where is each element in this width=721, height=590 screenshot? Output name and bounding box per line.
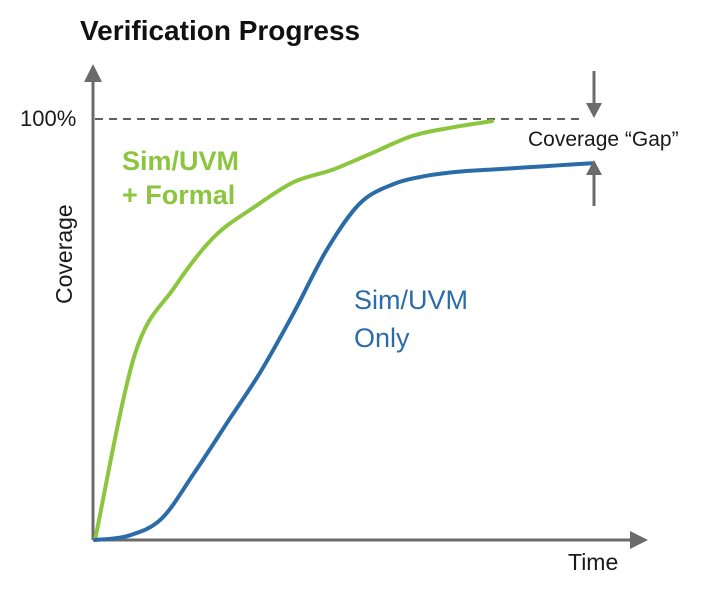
chart-title: Verification Progress [80,15,360,46]
series-sim-only-label-line-1: Sim/UVM [354,285,468,315]
gap-arrow-top-head [586,103,602,118]
y-axis-label: Coverage [51,204,77,304]
series-formal-line [93,119,494,542]
series-formal-label-line-2: + Formal [122,180,235,210]
coverage-gap-annotation: Coverage “Gap” [528,71,679,206]
y-tick-label-100: 100% [20,106,76,131]
y-axis-arrowhead [84,64,102,82]
x-axis-arrowhead [630,531,648,549]
axes [84,64,648,549]
series-formal-label-line-1: Sim/UVM [122,146,239,176]
series-sim-only-line [93,161,594,542]
series-sim-only-label-line-2: Only [354,323,410,353]
gap-arrow-bottom-head [586,160,602,175]
coverage-gap-label: Coverage “Gap” [528,128,679,151]
x-axis-label: Time [568,549,618,575]
